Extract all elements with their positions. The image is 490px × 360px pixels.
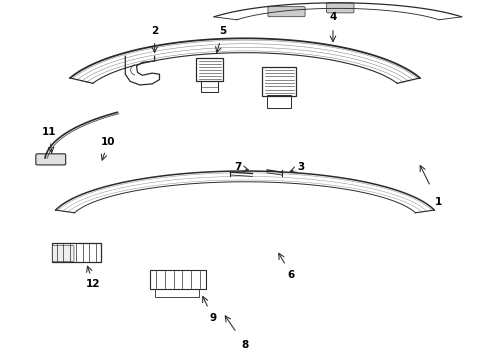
Bar <box>262 67 296 96</box>
Text: 10: 10 <box>101 138 116 147</box>
Text: 4: 4 <box>329 12 337 22</box>
Text: 3: 3 <box>297 162 305 172</box>
Bar <box>150 270 206 289</box>
Bar <box>52 243 101 262</box>
FancyBboxPatch shape <box>36 154 66 165</box>
Text: 5: 5 <box>220 26 227 36</box>
Text: 8: 8 <box>242 340 248 350</box>
Text: 12: 12 <box>86 279 101 289</box>
Bar <box>267 95 292 108</box>
FancyBboxPatch shape <box>52 246 74 261</box>
Text: 11: 11 <box>42 127 57 136</box>
Bar <box>155 289 198 297</box>
Text: 2: 2 <box>151 26 158 36</box>
Text: 9: 9 <box>210 313 217 323</box>
Text: 7: 7 <box>234 162 242 172</box>
Text: 1: 1 <box>434 197 441 207</box>
Bar <box>201 81 218 92</box>
FancyBboxPatch shape <box>327 3 354 13</box>
Text: 6: 6 <box>288 270 295 280</box>
FancyBboxPatch shape <box>268 7 305 17</box>
Bar <box>196 58 223 81</box>
